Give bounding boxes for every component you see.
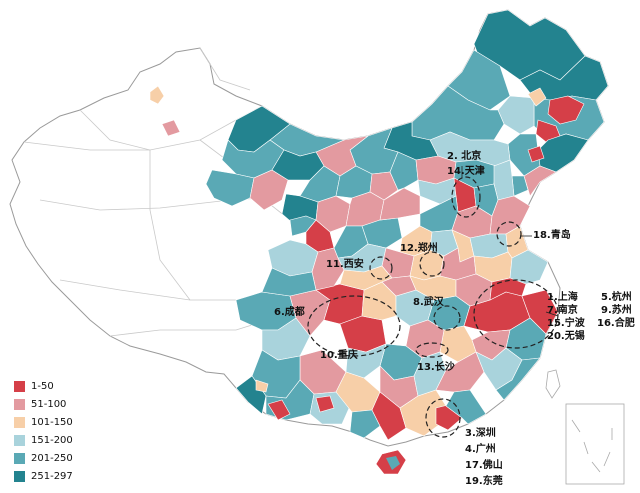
- city-cluster-circles: [307, 176, 559, 438]
- label-hangzhou: 5.杭州: [601, 292, 632, 303]
- label-xian: 11.西安: [326, 259, 364, 270]
- label-leaders: [461, 166, 559, 317]
- legend: 1-50 51-100 101-150 151-200 201-250 251-…: [14, 377, 73, 485]
- legend-label: 251-297: [31, 470, 73, 482]
- changsha-circle: [415, 342, 449, 358]
- label-shenzhen: 3.深圳: [465, 428, 496, 439]
- regions-north: [149, 85, 515, 253]
- pearl-delta-circle: [425, 398, 461, 438]
- label-wuhan: 8.武汉: [413, 297, 444, 308]
- legend-swatch: [14, 470, 25, 482]
- south-sea-inset: [565, 403, 625, 485]
- legend-swatch: [14, 416, 25, 428]
- zhengzhou-circle: [419, 251, 445, 277]
- label-wuxi: 20.无锡: [547, 331, 585, 342]
- beijing-tianjin-circle: [451, 176, 481, 218]
- regions-northeast: [447, 9, 609, 197]
- label-tianjin: 14.天津: [447, 166, 485, 177]
- legend-label: 201-250: [31, 452, 73, 464]
- legend-label: 1-50: [31, 380, 54, 392]
- label-foshan: 17.佛山: [465, 460, 503, 471]
- label-changsha: 13.长沙: [417, 362, 455, 373]
- yangtze-delta-circle: [473, 279, 559, 349]
- label-qingdao: 18.青岛: [533, 230, 571, 241]
- legend-item: 1-50: [14, 377, 73, 395]
- label-chengdu: 6.成都: [274, 307, 305, 318]
- south-sea-dashes: [571, 419, 613, 473]
- legend-swatch: [14, 398, 25, 410]
- label-beijing: 2. 北京: [447, 151, 482, 162]
- qingdao-circle: [496, 221, 522, 247]
- label-chongqing: 10.重庆: [320, 350, 358, 361]
- wuhan-circle: [433, 305, 461, 331]
- legend-item: 151-200: [14, 431, 73, 449]
- hainan-patch: [386, 456, 400, 470]
- taiwan-island: [545, 369, 561, 399]
- legend-item: 51-100: [14, 395, 73, 413]
- legend-swatch: [14, 380, 25, 392]
- label-nanjing: 7.南京: [547, 305, 578, 316]
- label-suzhou: 9.苏州: [601, 305, 632, 316]
- label-shanghai: 1.上海: [547, 292, 578, 303]
- xian-circle: [369, 256, 393, 280]
- label-zhengzhou: 12.郑州: [400, 243, 438, 254]
- chengdu-chongqing-circle: [307, 295, 401, 357]
- legend-swatch: [14, 434, 25, 446]
- regions-central: [333, 177, 549, 285]
- legend-item: 251-297: [14, 467, 73, 485]
- legend-item: 101-150: [14, 413, 73, 431]
- legend-item: 201-250: [14, 449, 73, 467]
- legend-label: 151-200: [31, 434, 73, 446]
- legend-swatch: [14, 452, 25, 464]
- legend-label: 101-150: [31, 416, 73, 428]
- label-guangzhou: 4.广州: [465, 444, 496, 455]
- label-hefei: 16.合肥: [597, 318, 635, 329]
- label-dongguan: 19.东莞: [465, 476, 503, 487]
- regions-south: [235, 281, 559, 441]
- label-ningbo: 15.宁波: [547, 318, 585, 329]
- regions-west: [261, 215, 527, 307]
- legend-label: 51-100: [31, 398, 67, 410]
